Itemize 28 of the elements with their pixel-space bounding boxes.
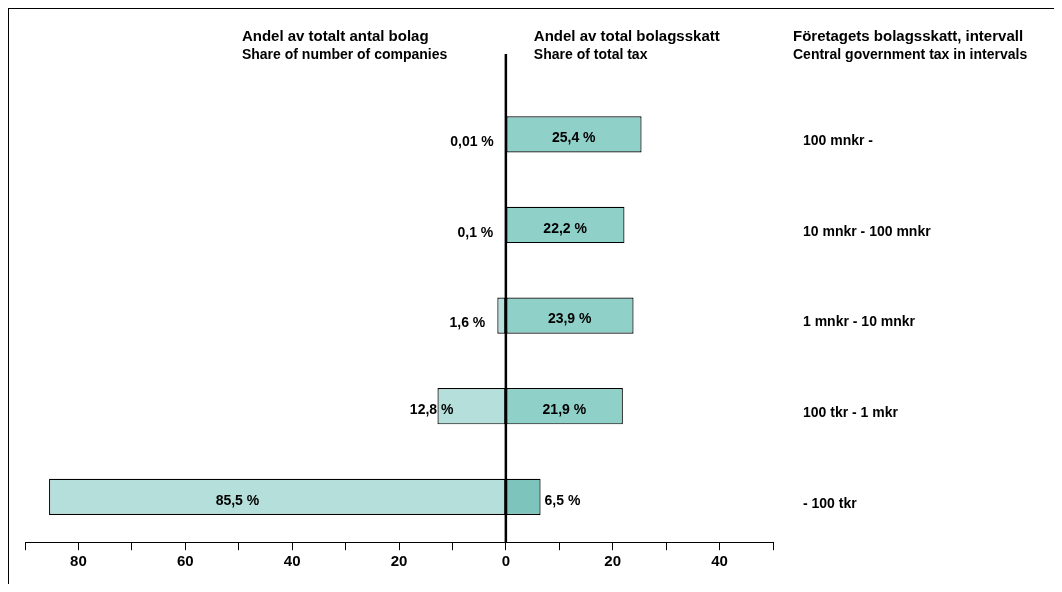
data-label: 0,01 % xyxy=(450,133,495,150)
y-tick-label: 1 mnkr - 10 mnkr xyxy=(803,313,916,330)
y-tick-label: 100 mnkr - xyxy=(803,132,874,149)
x-tick-label: 40 xyxy=(711,552,728,570)
y-tick-label: 10 mnkr - 100 mnkr xyxy=(803,222,932,239)
data-label: 1,6 % xyxy=(449,314,486,331)
x-tick-label: 60 xyxy=(176,552,194,570)
text: Andel av totalt antal bolag xyxy=(241,27,429,44)
annotation: Share of number of companies xyxy=(241,46,448,62)
data-label: 85,5 % xyxy=(215,491,260,508)
data-label: 6,5 % xyxy=(544,491,581,508)
x-tick-label: 20 xyxy=(390,552,408,570)
x-tick-label: 0 xyxy=(501,552,511,570)
data-label: 22,2 % xyxy=(543,219,588,236)
y-tick-label: 100 tkr - 1 mkr xyxy=(803,404,899,421)
data-label: 23,9 % xyxy=(547,310,593,327)
data-label: 21,9 % xyxy=(542,401,587,418)
x-tick-label: 20 xyxy=(604,552,622,570)
data-label: 0,1 % xyxy=(457,223,494,240)
text: Företagets bolagsskatt, intervall xyxy=(793,27,1024,44)
x-tick-label: 80 xyxy=(70,552,87,570)
text: Andel av total bolagsskatt xyxy=(533,27,720,44)
text: Central government tax in intervals xyxy=(793,46,1028,62)
data-label: 12,8 % xyxy=(409,401,454,418)
data-label: 25,4 % xyxy=(551,129,597,146)
x-tick-label: 40 xyxy=(283,552,301,570)
annotation: Share of total tax xyxy=(533,46,648,62)
y-tick-label: - 100 tkr xyxy=(803,494,858,511)
